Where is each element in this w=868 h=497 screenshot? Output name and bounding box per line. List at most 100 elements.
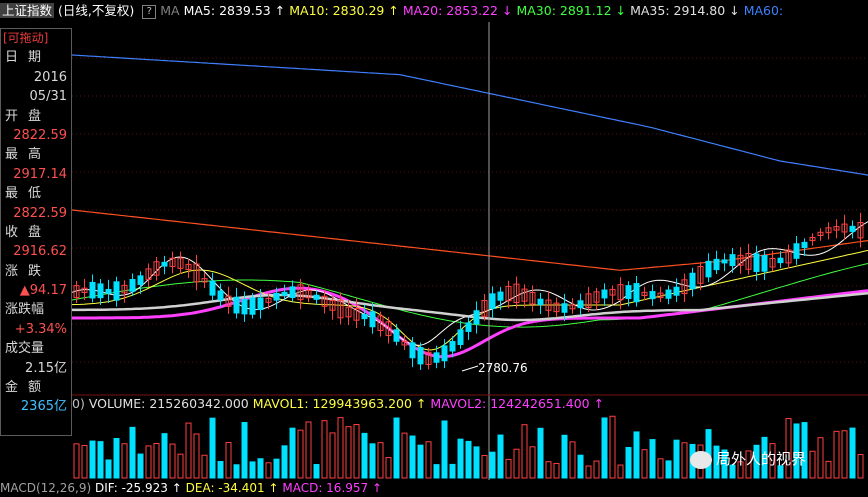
date-year: 2016 <box>33 69 67 85</box>
ma10-arrow: ↑ <box>388 3 399 18</box>
volume-bar-up <box>809 450 816 479</box>
volume-bars <box>73 415 864 479</box>
volume-bar-up <box>609 415 616 479</box>
candle-up <box>185 263 192 271</box>
volume-indicator-header: 0) VOLUME: 215260342.000 MAVOL1: 1299439… <box>72 395 868 413</box>
volume-bar-down <box>721 449 728 479</box>
volume-bar-down <box>561 434 568 479</box>
close-value: 2916.62 <box>13 244 67 260</box>
candle-down <box>209 280 216 296</box>
candle-down <box>649 291 656 300</box>
candle-down <box>689 272 696 290</box>
candle-down <box>393 329 400 342</box>
candle-down <box>409 342 416 359</box>
volume-bar-up <box>297 429 304 479</box>
pct-value: +3.34% <box>14 321 67 337</box>
ma5-arrow: ↑ <box>274 3 286 18</box>
candle-up <box>425 351 432 365</box>
candle-down <box>633 283 640 303</box>
candle-up <box>737 254 744 266</box>
candle-up <box>337 299 344 319</box>
volume-bar-up <box>585 465 592 479</box>
volume-bar-down <box>537 427 544 479</box>
candle-up <box>593 291 600 303</box>
candle-up <box>857 222 864 239</box>
candle-down <box>673 286 680 296</box>
volume-bar-up <box>337 417 344 479</box>
volume-bar-down <box>417 444 424 479</box>
volume-bar-down <box>105 459 112 479</box>
candle-down <box>449 341 456 352</box>
candle-up <box>585 293 592 308</box>
candle-down <box>537 298 544 306</box>
volume-bar-down <box>649 439 656 479</box>
volume-bar-down <box>577 454 584 479</box>
candle-down <box>273 292 280 301</box>
volume-bar-down <box>137 453 144 479</box>
candle-up <box>481 299 488 317</box>
ma20-arrow: ↓ <box>501 3 513 18</box>
volume-bar-down <box>849 427 856 479</box>
volume-bar-down <box>457 438 464 479</box>
candle-down <box>601 289 608 299</box>
volume-bar-up <box>833 430 840 479</box>
volume-bar-down <box>161 433 168 479</box>
volume-bar-up <box>225 442 232 479</box>
volume-bar-down <box>361 432 368 479</box>
candle-up <box>401 340 408 346</box>
volume-prefix: 0) <box>72 396 85 411</box>
ma-label[interactable]: MA <box>160 3 180 18</box>
candle-down <box>129 279 136 292</box>
candle-down <box>417 347 424 365</box>
volume-value-text: VOLUME: 215260342.000 <box>88 396 249 411</box>
volume-bar-down <box>393 417 400 479</box>
change-label: 涨跌 <box>5 263 52 279</box>
candle-down <box>113 281 120 301</box>
candle-down <box>849 225 856 232</box>
candle-up <box>329 299 336 311</box>
volume-bar-down <box>289 427 296 479</box>
candle-down <box>761 255 768 272</box>
indicator-header: 上证指数 (日线,不复权)? MA MA5: 2839.53 ↑ MA10: 2830.2… <box>0 0 868 22</box>
dea-value: DEA: -34.401 <box>185 481 265 495</box>
candle-down <box>713 258 720 271</box>
index-name[interactable]: 上证指数 <box>0 3 55 18</box>
ma60-value: MA60: <box>743 3 784 18</box>
volume-bar-up <box>521 424 528 479</box>
candle-down <box>249 297 256 315</box>
volume-bar-down <box>793 423 800 479</box>
watermark-text: 局外人的视界 <box>716 450 807 468</box>
volume-label: 成交量 <box>5 341 45 357</box>
volume-bar-up <box>73 443 80 479</box>
mavol1-arrow: ↑ <box>415 396 427 411</box>
volume-bar-down <box>801 422 808 479</box>
volume-bar-down <box>441 420 448 479</box>
volume-bar-down <box>273 458 280 479</box>
help-icon[interactable]: ? <box>142 4 157 19</box>
candle-down <box>665 289 672 299</box>
candle-up <box>833 226 840 231</box>
volume-bar-down <box>249 461 256 479</box>
drag-label[interactable]: [可拖动] <box>3 31 49 45</box>
volume-bar-down <box>473 446 480 479</box>
ma35-value: MA35: 2914.80 <box>630 3 726 18</box>
volume-bar-up <box>737 461 744 479</box>
candle-down <box>729 254 736 267</box>
candle-down <box>577 300 584 309</box>
high-value: 2917.14 <box>13 166 67 182</box>
candle-up <box>201 278 208 283</box>
volume-bar-down <box>409 435 416 479</box>
candle-up <box>529 292 536 305</box>
volume-bar-up <box>265 462 272 479</box>
volume-bar-up <box>305 421 312 479</box>
candlesticks <box>73 212 864 370</box>
candle-up <box>145 268 152 280</box>
macd-label[interactable]: MACD(12,26,9) <box>0 481 92 495</box>
candle-up <box>121 284 128 294</box>
data-window[interactable]: [可拖动] 日期 2016 05/31 开盘 2822.59 最高 2917.1… <box>0 28 72 436</box>
volume-bar-up <box>769 443 776 479</box>
volume-bar-up <box>569 441 576 479</box>
candle-up <box>785 249 792 264</box>
volume-bar-down <box>673 439 680 479</box>
